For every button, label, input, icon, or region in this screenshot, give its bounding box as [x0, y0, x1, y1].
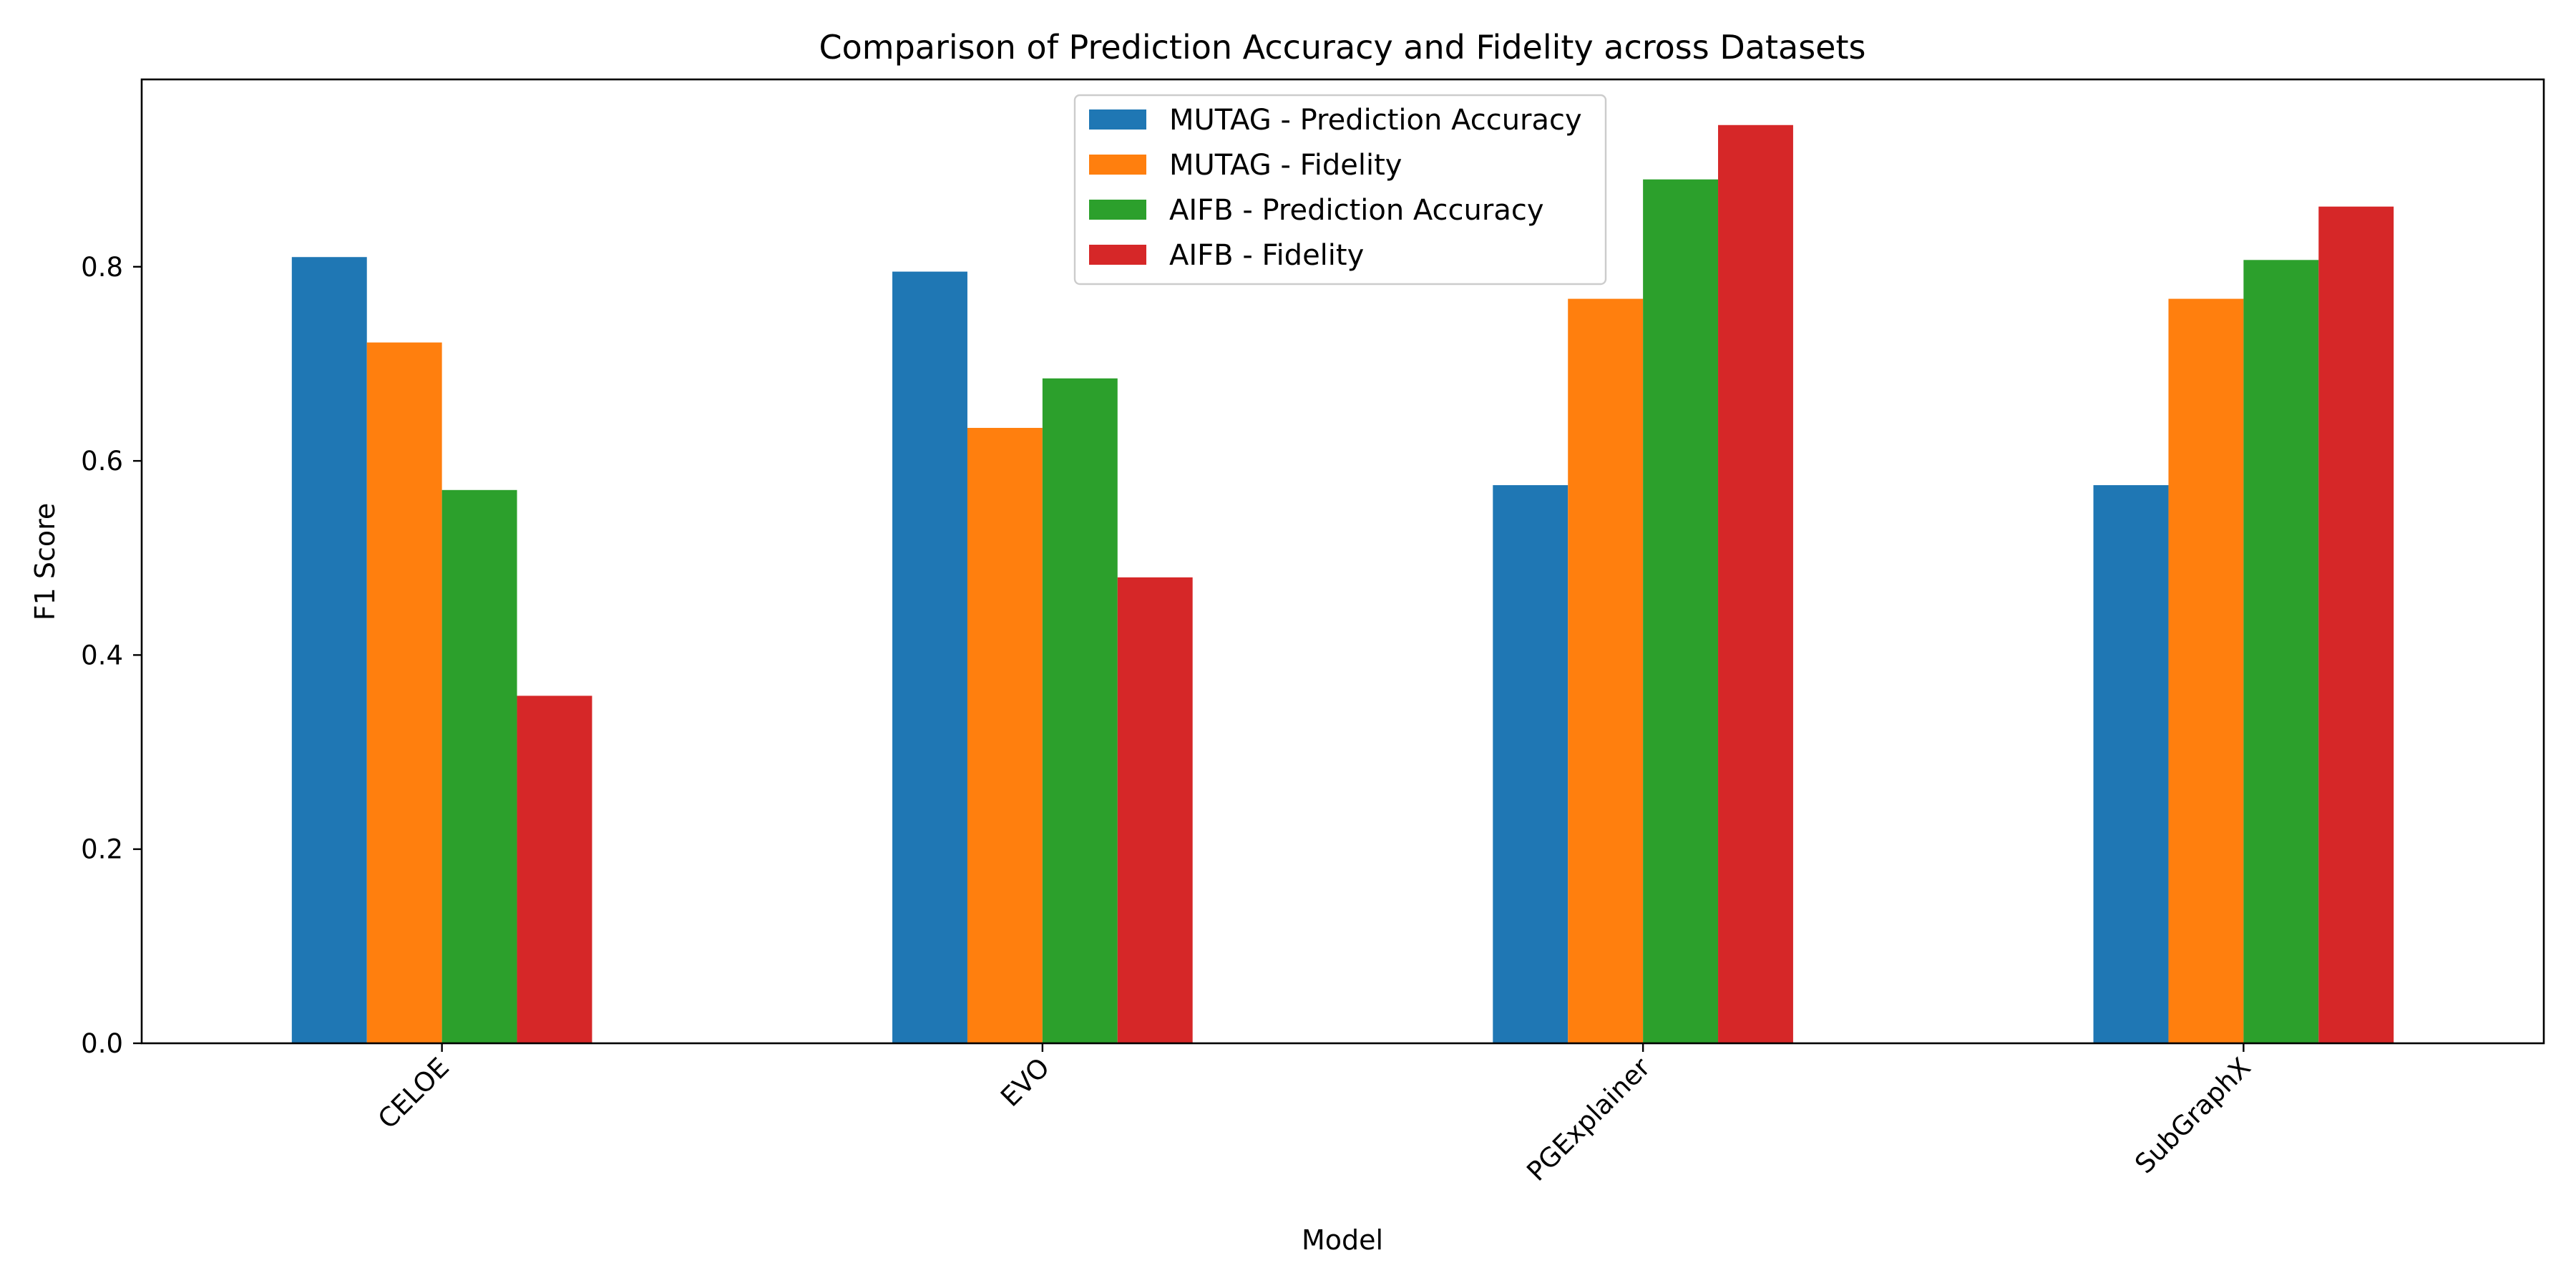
bar	[2093, 485, 2169, 1043]
bar	[2243, 260, 2319, 1044]
bar	[1493, 485, 1568, 1043]
bar	[1117, 577, 1193, 1043]
bar	[2318, 206, 2394, 1043]
legend-label: AIFB - Prediction Accuracy	[1169, 194, 1544, 227]
y-tick-label: 0.6	[81, 446, 123, 477]
bar	[517, 696, 592, 1043]
bar	[1568, 298, 1644, 1043]
bar	[1718, 125, 1793, 1044]
bar	[892, 271, 967, 1044]
bar	[967, 427, 1043, 1043]
bars-layer	[291, 125, 2394, 1044]
y-tick-label: 0.4	[81, 640, 123, 670]
y-tick-label: 0.0	[81, 1028, 123, 1059]
chart-title: Comparison of Prediction Accuracy and Fi…	[819, 28, 1866, 67]
legend-swatch	[1089, 109, 1146, 130]
y-tick-label: 0.8	[81, 252, 123, 283]
bar	[1042, 378, 1118, 1043]
plot-frame	[140, 78, 2545, 1045]
legend-swatch	[1089, 155, 1146, 175]
bar	[2168, 298, 2244, 1043]
bar	[441, 489, 517, 1043]
bar	[366, 342, 442, 1044]
legend-label: AIFB - Fidelity	[1169, 239, 1364, 272]
legend-label: MUTAG - Prediction Accuracy	[1169, 104, 1582, 137]
y-tick-label: 0.2	[81, 834, 123, 865]
legend-swatch	[1089, 245, 1146, 265]
legend: MUTAG - Prediction Accuracy MUTAG - Fidel…	[1073, 94, 1607, 286]
x-axis-label: Model	[1302, 1224, 1383, 1256]
y-axis-label: F1 Score	[29, 503, 61, 621]
legend-label: MUTAG - Fidelity	[1169, 149, 1402, 182]
bar	[1643, 179, 1719, 1044]
bar	[291, 257, 367, 1044]
legend-box	[1073, 94, 1607, 286]
legend-swatch	[1089, 200, 1146, 220]
